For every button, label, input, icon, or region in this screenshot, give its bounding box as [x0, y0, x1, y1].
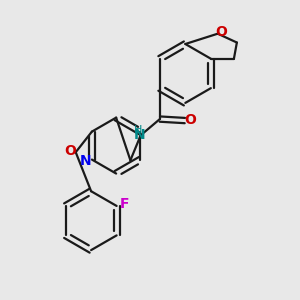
Text: O: O	[215, 25, 227, 39]
Text: F: F	[120, 197, 130, 212]
Text: H: H	[134, 125, 142, 135]
Text: N: N	[134, 128, 145, 142]
Text: O: O	[184, 113, 196, 127]
Text: O: O	[64, 144, 76, 158]
Text: N: N	[80, 154, 92, 168]
